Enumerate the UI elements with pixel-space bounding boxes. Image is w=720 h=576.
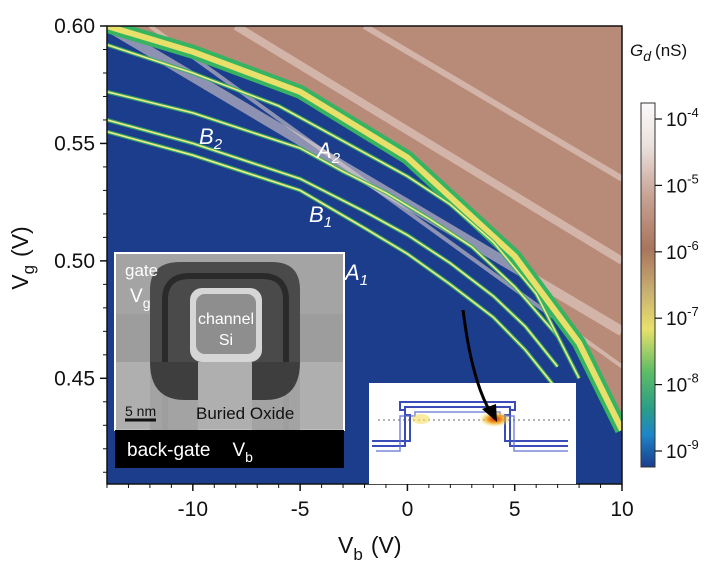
curve-labels: B2 A2 B1 A1 bbox=[199, 124, 368, 289]
y-axis-subscript: g bbox=[19, 265, 38, 274]
x-tick-label: 0 bbox=[402, 498, 414, 521]
device-outline-inner bbox=[372, 406, 568, 442]
curve-label-b2: B2 bbox=[199, 124, 223, 153]
y-axis-title: Vg (V) bbox=[7, 226, 38, 289]
y-tick-label: 0.55 bbox=[54, 132, 95, 155]
colorbar-tick-label: 10-7 bbox=[666, 304, 699, 330]
x-axis-symbol: V bbox=[338, 532, 354, 558]
high-conduction-region bbox=[107, 26, 622, 430]
arrow-curve bbox=[461, 309, 493, 414]
x-axis-subscript: b bbox=[353, 545, 362, 564]
colorbar: 10-4 10-5 10-6 10-7 10-8 10-9 Gd (nS) bbox=[630, 41, 699, 468]
x-tick-label: 5 bbox=[509, 498, 521, 521]
device-outline-outer bbox=[372, 401, 568, 447]
x-axis: -10 -5 0 5 10 bbox=[106, 484, 634, 521]
colorbar-tick-label: 10-4 bbox=[666, 105, 699, 131]
y-axis-unit: (V) bbox=[7, 226, 33, 257]
x-tick-label: -5 bbox=[291, 498, 310, 521]
curve-label-a2: A2 bbox=[315, 138, 341, 167]
colorbar-tick-label: 10-6 bbox=[666, 238, 699, 264]
buried-oxide-label: Buried Oxide bbox=[196, 404, 294, 423]
bright-streak bbox=[233, 26, 622, 265]
x-tick-label: -10 bbox=[178, 498, 208, 521]
colorbar-title: Gd (nS) bbox=[630, 41, 687, 64]
channel-label: channel bbox=[198, 311, 254, 328]
resonance-line-a1 bbox=[107, 130, 559, 391]
y-tick-label: 0.45 bbox=[54, 367, 95, 390]
backgate-bar bbox=[115, 430, 344, 468]
arrow-head bbox=[482, 404, 497, 422]
wavefunction-inset bbox=[369, 383, 576, 484]
resonance-line-b2 bbox=[107, 44, 580, 379]
gate-label: gate bbox=[125, 261, 158, 280]
channel-material-label: Si bbox=[219, 332, 233, 349]
resonance-line-a2 bbox=[107, 91, 559, 337]
device-outline-core bbox=[376, 411, 568, 452]
y-axis: 0.45 0.50 0.55 0.60 bbox=[54, 15, 107, 473]
y-axis-symbol: V bbox=[7, 274, 33, 290]
tem-inset: gate Vg channel Si 5 nm Buried Oxide bac… bbox=[114, 252, 345, 468]
pointer-arrow bbox=[461, 309, 497, 422]
channel-si bbox=[196, 294, 256, 354]
x-axis-unit: (V) bbox=[371, 532, 402, 558]
scale-bar-label: 5 nm bbox=[125, 403, 156, 419]
colorbar-tick-label: 10-8 bbox=[666, 371, 699, 397]
x-axis-title: Vb (V) bbox=[338, 532, 401, 564]
hot-spot-left bbox=[412, 414, 430, 424]
colorbar-tick-label: 10-9 bbox=[666, 437, 699, 463]
wavefunction-panel bbox=[369, 383, 576, 484]
colorbar-tick-label: 10-5 bbox=[666, 171, 699, 197]
gate-dark-rim bbox=[162, 273, 289, 430]
curve-label-a1: A1 bbox=[343, 260, 368, 289]
backgate-label: back-gate Vb bbox=[127, 440, 253, 465]
x-tick-label: 10 bbox=[610, 498, 633, 521]
resonance-line-b1 bbox=[107, 119, 559, 368]
colorbar-ticks: 10-4 10-5 10-6 10-7 10-8 10-9 bbox=[655, 105, 699, 463]
resonance-lines bbox=[107, 42, 581, 392]
edge-band-yellow bbox=[107, 26, 622, 432]
y-tick-label: 0.60 bbox=[54, 15, 95, 38]
bright-streak bbox=[362, 26, 622, 182]
colorbar-gradient bbox=[640, 102, 656, 468]
gate-voltage-label: Vg bbox=[130, 286, 150, 311]
gate-feet bbox=[150, 362, 300, 400]
curve-label-b1: B1 bbox=[309, 202, 332, 231]
conductance-bands bbox=[107, 26, 622, 434]
y-tick-label: 0.50 bbox=[54, 250, 95, 273]
